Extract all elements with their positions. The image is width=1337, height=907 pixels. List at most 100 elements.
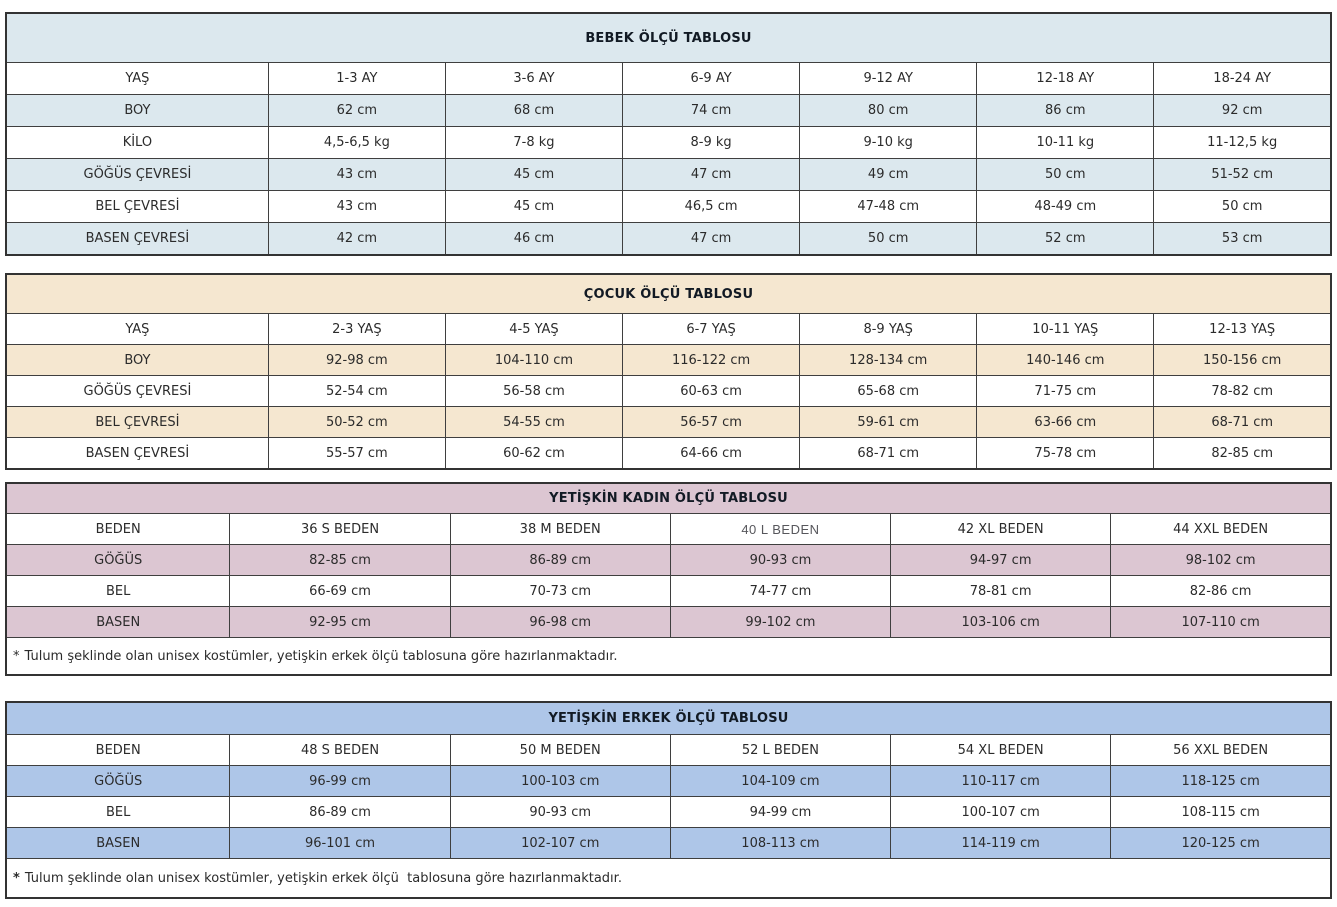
data-cell: 75-78 cm bbox=[976, 437, 1155, 470]
table-title: BEBEK ÖLÇÜ TABLOSU bbox=[5, 12, 1332, 63]
data-cell: 92 cm bbox=[1153, 94, 1332, 127]
data-cell: 59-61 cm bbox=[799, 406, 978, 438]
data-cell: 107-110 cm bbox=[1110, 606, 1332, 638]
data-cell: 100-107 cm bbox=[890, 796, 1112, 828]
data-cell: 43 cm bbox=[267, 190, 446, 223]
row-label-cell: BEL bbox=[5, 575, 231, 607]
data-cell: 49 cm bbox=[799, 158, 978, 191]
data-cell: 78-81 cm bbox=[890, 575, 1112, 607]
footnote-row: * Tulum şeklinde olan unisex kostümler, y… bbox=[5, 858, 1332, 899]
data-cell: 56-57 cm bbox=[622, 406, 801, 438]
data-cell: 42 cm bbox=[267, 222, 446, 256]
data-cell: 65-68 cm bbox=[799, 375, 978, 407]
data-cell: 40 L BEDEN bbox=[669, 513, 892, 545]
data-cell: 8-9 kg bbox=[622, 126, 801, 159]
child-size-table: ÇOCUK ÖLÇÜ TABLOSU YAŞ 2-3 YAŞ 4-5 YAŞ 6-7 … bbox=[5, 273, 1332, 470]
data-cell: 12-18 AY bbox=[976, 62, 1155, 95]
data-cell: 36 S BEDEN bbox=[229, 513, 451, 545]
footnote-text: Tulum şeklinde olan unisex kostümler, ye… bbox=[24, 870, 622, 886]
baby-size-table-section: BEBEK ÖLÇÜ TABLOSU YAŞ 1-3 AY 3-6 AY 6-9 AY… bbox=[5, 12, 1332, 256]
adult-men-size-table: YETİŞKİN ERKEK ÖLÇÜ TABLOSU BEDEN 48 S BE… bbox=[5, 701, 1332, 899]
row-label-cell: BASEN ÇEVRESİ bbox=[5, 437, 269, 470]
adult-men-size-table-section: YETİŞKİN ERKEK ÖLÇÜ TABLOSU BEDEN 48 S BE… bbox=[5, 701, 1332, 899]
row-label-cell: KİLO bbox=[5, 126, 269, 159]
table-title: YETİŞKİN ERKEK ÖLÇÜ TABLOSU bbox=[5, 701, 1332, 735]
data-cell: 104-109 cm bbox=[669, 765, 892, 797]
data-cell: 47 cm bbox=[622, 158, 801, 191]
data-cell: 48 S BEDEN bbox=[229, 734, 451, 766]
data-cell: 1-3 AY bbox=[267, 62, 446, 95]
data-cell: 47 cm bbox=[622, 222, 801, 256]
data-cell: 45 cm bbox=[444, 158, 624, 191]
row-label-cell: BASEN bbox=[5, 827, 231, 859]
data-cell: 48-49 cm bbox=[976, 190, 1155, 223]
data-cell: 140-146 cm bbox=[976, 344, 1155, 376]
table-row: KİLO 4,5-6,5 kg 7-8 kg 8-9 kg 9-10 kg 10-11 k… bbox=[5, 126, 1332, 159]
data-cell: 68 cm bbox=[444, 94, 624, 127]
data-cell: 4-5 YAŞ bbox=[444, 313, 624, 345]
table-title: ÇOCUK ÖLÇÜ TABLOSU bbox=[5, 273, 1332, 314]
data-cell: 92-98 cm bbox=[267, 344, 446, 376]
data-cell: 42 XL BEDEN bbox=[890, 513, 1112, 545]
data-cell: 108-113 cm bbox=[669, 827, 892, 859]
table-row: YAŞ 2-3 YAŞ 4-5 YAŞ 6-7 YAŞ 8-9 YAŞ 10-11 YAŞ… bbox=[5, 313, 1332, 345]
data-cell: 52 L BEDEN bbox=[669, 734, 892, 766]
data-cell: 86 cm bbox=[976, 94, 1155, 127]
row-label-cell: YAŞ bbox=[5, 313, 269, 345]
table-title-row: BEBEK ÖLÇÜ TABLOSU bbox=[5, 12, 1332, 63]
data-cell: 96-98 cm bbox=[449, 606, 671, 638]
row-label-cell: BEDEN bbox=[5, 513, 231, 545]
data-cell: 47-48 cm bbox=[799, 190, 978, 223]
data-cell: 74 cm bbox=[622, 94, 801, 127]
table-row: BASEN ÇEVRESİ 55-57 cm 60-62 cm 64-66 cm 68-… bbox=[5, 437, 1332, 470]
baby-size-table: BEBEK ÖLÇÜ TABLOSU YAŞ 1-3 AY 3-6 AY 6-9 AY… bbox=[5, 12, 1332, 256]
data-cell: 108-115 cm bbox=[1110, 796, 1332, 828]
table-row: BASEN ÇEVRESİ 42 cm 46 cm 47 cm 50 cm 52 cm 53… bbox=[5, 222, 1332, 256]
data-cell: 150-156 cm bbox=[1153, 344, 1332, 376]
row-label-cell: BOY bbox=[5, 94, 269, 127]
row-label-cell: GÖĞÜS bbox=[5, 544, 231, 576]
data-cell: 103-106 cm bbox=[890, 606, 1112, 638]
table-body: YAŞ 2-3 YAŞ 4-5 YAŞ 6-7 YAŞ 8-9 YAŞ 10-11 YAŞ… bbox=[5, 313, 1332, 470]
data-cell: 100-103 cm bbox=[449, 765, 671, 797]
data-cell: 50 cm bbox=[799, 222, 978, 256]
table-row: BEL 66-69 cm 70-73 cm 74-77 cm 78-81 cm 82-86… bbox=[5, 575, 1332, 607]
row-label-cell: BASEN bbox=[5, 606, 231, 638]
data-cell: 60-62 cm bbox=[444, 437, 624, 470]
table-title: YETİŞKİN KADIN ÖLÇÜ TABLOSU bbox=[5, 482, 1332, 514]
data-cell: 128-134 cm bbox=[799, 344, 978, 376]
row-label-cell: YAŞ bbox=[5, 62, 269, 95]
data-cell: 46,5 cm bbox=[622, 190, 801, 223]
data-cell: 9-10 kg bbox=[799, 126, 978, 159]
data-cell: 51-52 cm bbox=[1153, 158, 1332, 191]
table-row: BEL ÇEVRESİ 50-52 cm 54-55 cm 56-57 cm 59-61… bbox=[5, 406, 1332, 438]
table-title-row: YETİŞKİN ERKEK ÖLÇÜ TABLOSU bbox=[5, 701, 1332, 735]
footnote-cell: * Tulum şeklinde olan unisex kostümler, y… bbox=[5, 637, 1332, 676]
table-body: BEDEN 36 S BEDEN 38 M BEDEN 40 L BEDEN 42 XL… bbox=[5, 513, 1332, 638]
row-label-cell: BEDEN bbox=[5, 734, 231, 766]
data-cell: 54-55 cm bbox=[444, 406, 624, 438]
table-body: BEDEN 48 S BEDEN 50 M BEDEN 52 L BEDEN 54 XL… bbox=[5, 734, 1332, 859]
data-cell: 68-71 cm bbox=[1153, 406, 1332, 438]
data-cell: 56-58 cm bbox=[444, 375, 624, 407]
row-label-cell: GÖĞÜS ÇEVRESİ bbox=[5, 158, 269, 191]
data-cell: 102-107 cm bbox=[449, 827, 671, 859]
table-row: BASEN 96-101 cm 102-107 cm 108-113 cm 114-11… bbox=[5, 827, 1332, 859]
data-cell: 3-6 AY bbox=[444, 62, 624, 95]
data-cell: 2-3 YAŞ bbox=[267, 313, 446, 345]
data-cell: 18-24 AY bbox=[1153, 62, 1332, 95]
table-row: BASEN 92-95 cm 96-98 cm 99-102 cm 103-106 cm… bbox=[5, 606, 1332, 638]
table-row: BEDEN 36 S BEDEN 38 M BEDEN 40 L BEDEN 42 XL… bbox=[5, 513, 1332, 545]
data-cell: 99-102 cm bbox=[669, 606, 892, 638]
data-cell: 54 XL BEDEN bbox=[890, 734, 1112, 766]
row-label-cell: BEL ÇEVRESİ bbox=[5, 190, 269, 223]
data-cell: 96-101 cm bbox=[229, 827, 451, 859]
data-cell: 50-52 cm bbox=[267, 406, 446, 438]
table-row: GÖĞÜS ÇEVRESİ 43 cm 45 cm 47 cm 49 cm 50 cm 51… bbox=[5, 158, 1332, 191]
data-cell: 63-66 cm bbox=[976, 406, 1155, 438]
table-row: BOY 92-98 cm 104-110 cm 116-122 cm 128-134 c… bbox=[5, 344, 1332, 376]
table-row: GÖĞÜS ÇEVRESİ 52-54 cm 56-58 cm 60-63 cm 65-… bbox=[5, 375, 1332, 407]
data-cell: 52 cm bbox=[976, 222, 1155, 256]
footnote-asterisk: * bbox=[13, 870, 20, 886]
footnote-row: * Tulum şeklinde olan unisex kostümler, y… bbox=[5, 637, 1332, 676]
